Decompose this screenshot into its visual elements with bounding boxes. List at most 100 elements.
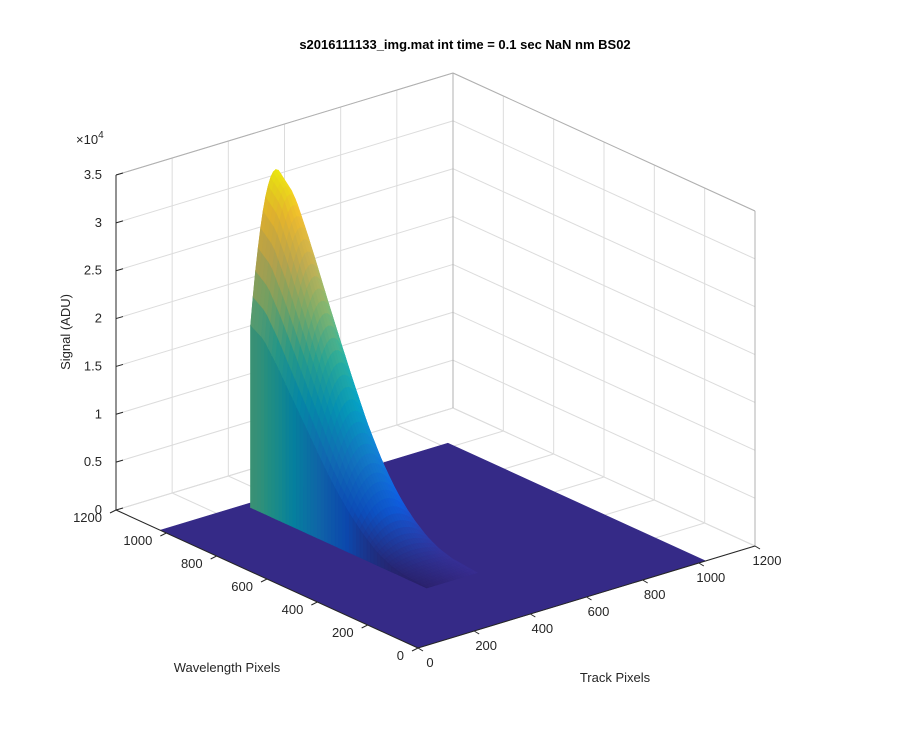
- surface-side-face: [267, 349, 273, 518]
- wall-grid-z2: [452, 216, 756, 356]
- chart-title: s2016111133_img.mat int time = 0.1 sec N…: [299, 37, 630, 52]
- z-axis-tick: [115, 411, 124, 415]
- wall-grid-z2: [452, 407, 756, 547]
- track-axis-tick: [642, 579, 648, 584]
- track-axis-tick: [473, 630, 480, 635]
- track-axis-tick: [530, 613, 536, 618]
- surface-side-face: [348, 512, 354, 555]
- z-axis-tick-label: 3: [95, 215, 102, 230]
- z-axis-tick: [115, 363, 124, 367]
- surface-side-face: [285, 384, 290, 526]
- wavelength-axis-tick-label: 400: [282, 602, 304, 617]
- z-axis-tick: [115, 459, 124, 463]
- surface-side-face: [345, 506, 350, 554]
- surface-patch: [470, 570, 479, 574]
- z-axis-exponent: ×104: [76, 130, 104, 147]
- axis-ticks: 0200400600800100012000200400600800100012…: [73, 167, 781, 670]
- surface-side-face: [292, 400, 297, 529]
- z-axis-tick: [115, 268, 124, 272]
- surface-side-face: [324, 467, 329, 544]
- z-axis-tick: [115, 507, 124, 511]
- z-axis-exponent-power: 4: [98, 130, 104, 141]
- surface-side-face: [257, 332, 262, 513]
- wavelength-axis-tick-label: 600: [231, 579, 253, 594]
- surface-side-face: [334, 488, 340, 549]
- wall-grid-z2: [452, 168, 756, 308]
- surface-side-face: [274, 362, 280, 521]
- wavelength-axis-tick-label: 800: [181, 556, 203, 571]
- surface-side-face: [366, 538, 371, 563]
- box-edge-top-right: [452, 72, 756, 212]
- wall-grid-z2: [452, 120, 756, 260]
- wavelength-axis-label: Wavelength Pixels: [174, 660, 281, 675]
- wavelength-axis-tick: [109, 509, 117, 514]
- z-axis-tick-label: 1.5: [84, 358, 102, 373]
- wavelength-axis-tick-label: 1200: [73, 510, 102, 525]
- surface-side-face: [313, 445, 318, 539]
- box-edge-top-back: [115, 72, 454, 176]
- surface-side-face: [327, 474, 332, 545]
- track-axis-tick: [698, 562, 705, 567]
- track-axis-tick: [754, 545, 761, 550]
- surface-side-face: [362, 533, 368, 562]
- wavelength-axis-tick-label: 200: [332, 625, 354, 640]
- surface-side-face: [271, 355, 276, 520]
- surface-side-face: [359, 528, 364, 560]
- z-axis-label: Signal (ADU): [58, 294, 73, 370]
- z-axis-tick-label: 0: [95, 502, 102, 517]
- wavelength-axis-tick: [260, 578, 268, 583]
- z-axis-tick-label: 2.5: [84, 263, 102, 278]
- track-axis-tick: [417, 647, 424, 652]
- z-axis-tick-label: 2: [95, 311, 102, 326]
- surface-side-face: [260, 336, 266, 515]
- surface-side-face: [317, 452, 322, 541]
- surface-side-face: [278, 369, 283, 523]
- wavelength-axis-tick: [311, 601, 318, 606]
- wavelength-axis-tick: [361, 624, 368, 629]
- track-axis-tick: [586, 596, 592, 601]
- surface-side-face: [303, 422, 308, 534]
- track-axis-tick-label: 1000: [696, 570, 725, 585]
- surface-side-face: [338, 493, 343, 550]
- surface-side-face: [281, 377, 287, 525]
- track-axis-tick-label: 800: [644, 587, 666, 602]
- surface-side-face: [264, 342, 269, 516]
- track-axis-tick-label: 400: [531, 621, 553, 636]
- z-axis-tick: [115, 172, 124, 176]
- surface-side-face: [352, 517, 357, 557]
- surface-side-face: [296, 407, 301, 531]
- z-axis-tick-label: 0.5: [84, 454, 102, 469]
- surface-side-face: [250, 325, 255, 510]
- surface-mesh: [159, 168, 707, 649]
- z-axis-exponent-base: ×10: [76, 132, 98, 147]
- surface-side-face: [253, 328, 258, 512]
- wavelength-axis-tick-label: 0: [397, 648, 404, 663]
- wall-grid-z: [115, 120, 454, 224]
- surface-side-face: [299, 415, 304, 533]
- wavelength-axis-tick: [411, 647, 419, 652]
- track-axis-tick-label: 200: [475, 638, 497, 653]
- surface-side-face: [331, 481, 336, 547]
- wavelength-axis-tick: [210, 555, 217, 560]
- z-axis-tick-label: 1: [95, 406, 102, 421]
- z-axis-tick: [115, 316, 124, 320]
- wall-grid-z2: [452, 263, 756, 403]
- surface-side-face: [422, 585, 427, 589]
- track-axis-tick-label: 600: [588, 604, 610, 619]
- wall-grid-z2: [452, 311, 756, 451]
- wavelength-axis-tick-label: 1000: [123, 533, 152, 548]
- surface-side-face: [320, 460, 325, 542]
- surface-side-face: [310, 437, 315, 537]
- wavelength-axis-tick: [160, 532, 167, 537]
- wall-grid-z2: [452, 359, 756, 499]
- z-axis-tick-label: 3.5: [84, 167, 102, 182]
- surface-side-face: [306, 430, 311, 536]
- track-axis-tick-label: 0: [426, 655, 433, 670]
- surface-side-face: [288, 392, 294, 528]
- z-axis-tick: [115, 220, 124, 224]
- track-axis-tick-label: 1200: [753, 553, 782, 568]
- track-axis-label: Track Pixels: [580, 670, 651, 685]
- surface-side-face: [355, 523, 361, 558]
- surface-side-face: [341, 499, 347, 552]
